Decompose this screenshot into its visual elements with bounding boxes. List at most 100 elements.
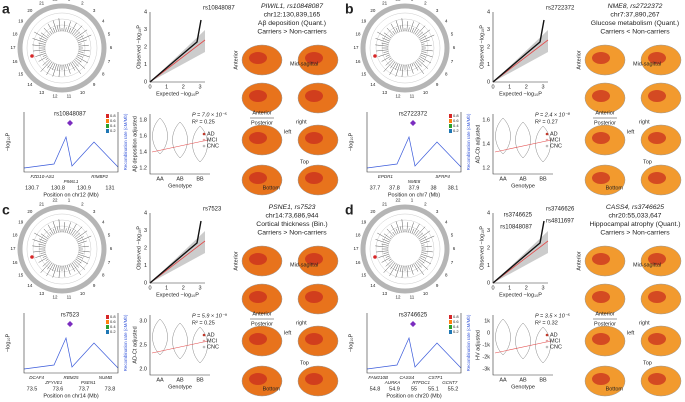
chromosome-label: 9: [436, 82, 439, 87]
circos-signal: [78, 252, 84, 254]
chromosome-label: 2: [81, 202, 84, 207]
r2-label: 0.8: [110, 314, 116, 319]
circos-signal: [411, 228, 415, 234]
qq-x-tick: 3: [541, 285, 544, 291]
circos-signal: [381, 257, 391, 263]
chromosome-label: 5: [108, 232, 111, 237]
circos-signal: [78, 254, 90, 259]
circos-signal: [63, 222, 66, 233]
qq-band: [150, 231, 205, 283]
chromosome-label: 7: [108, 260, 111, 265]
chromosome-label: 4: [102, 220, 105, 225]
panel-title: PSNE1, rs7523: [269, 204, 316, 211]
qq-snp-label: rs10848087: [203, 6, 235, 12]
circos-signal: [71, 29, 76, 35]
chromosome-label: 13: [39, 90, 45, 95]
qq-x-label: Expected −log₁₀P: [156, 292, 199, 298]
locus-x-tick: 38.1: [448, 185, 459, 191]
circos-signal: [78, 250, 90, 253]
circos-signal: [67, 222, 71, 233]
violin-y-tick: -2k: [482, 354, 490, 360]
circos-signal: [58, 265, 61, 278]
genotype-axis-label: Genotype: [168, 384, 192, 390]
r2-label: 0.4: [453, 123, 459, 128]
violin-y-tick: 1.6: [139, 133, 147, 139]
r2-swatch: [449, 119, 452, 123]
circos-signal: [32, 44, 46, 47]
gene-label: FZD10-AS1: [30, 174, 54, 179]
locus-snp-label: rs2722372: [399, 112, 428, 118]
qq-y-tick: 4: [487, 210, 490, 216]
circos-signal: [52, 27, 56, 33]
r2-swatch: [106, 325, 109, 329]
circos-signal: [78, 44, 89, 47]
locus-axes: [366, 112, 462, 173]
circos-signal: [78, 245, 89, 248]
circos-signal: [77, 34, 92, 42]
qq-y-tick: 3: [487, 228, 490, 234]
circos-signal: [67, 265, 71, 275]
circos-signal: [386, 228, 394, 237]
circos-signal: [383, 233, 392, 240]
group-label: AD: [550, 332, 558, 338]
fit-line: [151, 340, 209, 354]
violin: [515, 322, 531, 360]
group-label: AD: [207, 131, 215, 137]
chromosome-label: 11: [410, 295, 415, 300]
recomb-line: [23, 135, 119, 169]
circos-signal: [47, 224, 54, 235]
circos-signal: [70, 22, 77, 34]
qq-x-label: Expected −log₁₀P: [156, 91, 199, 97]
genotype-label: AA: [156, 176, 164, 182]
qq-y-tick: 4: [487, 9, 490, 15]
r2-swatch: [106, 129, 109, 133]
circos-track: [387, 30, 423, 66]
group-label: CNC: [207, 344, 219, 350]
chromosome-label: 2: [81, 1, 84, 6]
brain-label: Mid-sagittal: [633, 61, 661, 67]
qq-y-label: Observed −log₁₀P: [136, 25, 142, 69]
chromosome-label: 14: [27, 82, 33, 87]
qq-snp-label: rs10848087: [500, 225, 532, 231]
circos-signal: [388, 57, 392, 60]
r2-swatch: [449, 325, 452, 329]
chromosome-label: 12: [53, 94, 59, 99]
gene-label: NUMB: [99, 375, 112, 380]
genotype-label: AA: [499, 176, 507, 182]
qq-x-tick: 1: [165, 84, 168, 90]
group-swatch: [545, 333, 549, 337]
panel-title: Aβ deposition (Quant.): [258, 20, 326, 27]
violin-y-tick: 1.6: [482, 117, 490, 123]
brain-label: Top: [643, 360, 652, 366]
chromosome-label: 6: [453, 45, 456, 50]
chromosome-label: 20: [27, 209, 33, 214]
qq-x-tick: 1: [508, 84, 511, 90]
panel-title: Carriers < Non-carriers: [600, 28, 670, 35]
fit-line: [151, 139, 209, 153]
circos-track: [26, 213, 98, 285]
qq-snp-label: rs2722372: [546, 6, 575, 12]
recomb-label: Recombination rate (cM/Mb): [123, 314, 128, 371]
chromosome-label: 19: [361, 220, 367, 225]
brain-highlight: [249, 132, 267, 144]
chromosome-label: 1: [68, 198, 71, 203]
violin-y-tick: 3.0: [139, 318, 147, 324]
circos-signal: [377, 232, 391, 241]
circos-signal: [383, 60, 394, 72]
group-label: MCI: [550, 338, 561, 344]
chromosome-label: 18: [355, 232, 361, 237]
chromosome-label: 12: [396, 295, 402, 300]
circos-signal: [40, 32, 49, 39]
qq-y-label: Observed −log₁₀P: [479, 226, 485, 270]
chromosome-label: 1: [68, 0, 71, 2]
qq-band: [150, 30, 205, 82]
violin-y-tick: 1k: [484, 318, 490, 324]
circos-signal: [414, 61, 424, 75]
circos-signal: [57, 265, 59, 272]
qq-y-tick: 0: [487, 280, 490, 286]
qq-x-tick: 1: [165, 285, 168, 291]
circos-signal: [75, 29, 88, 39]
chromosome-label: 3: [93, 8, 96, 13]
circos-signal: [73, 261, 79, 268]
